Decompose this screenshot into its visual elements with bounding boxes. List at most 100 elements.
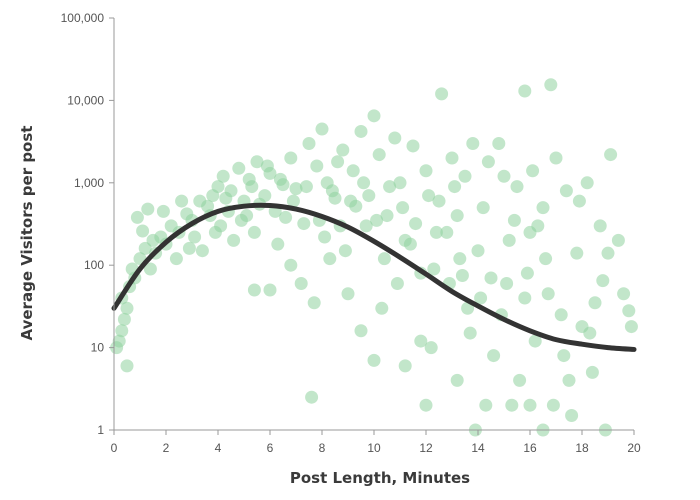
x-tick-label: 16 (523, 441, 537, 455)
x-tick-label: 2 (163, 441, 170, 455)
data-point (354, 124, 368, 138)
data-point (112, 334, 126, 348)
data-point (500, 276, 514, 290)
data-point (544, 78, 558, 92)
data-point (570, 246, 584, 260)
data-point (505, 398, 519, 412)
data-point (396, 201, 410, 215)
y-axis-title: Average Visitors per post (18, 126, 36, 341)
data-point (536, 201, 550, 215)
data-point (141, 202, 155, 216)
data-point (375, 301, 389, 315)
data-point (474, 291, 488, 305)
data-point (471, 244, 485, 258)
data-point (380, 209, 394, 223)
data-point (409, 217, 423, 231)
x-tick-label: 10 (367, 441, 381, 455)
data-point (130, 210, 144, 224)
data-point (299, 180, 313, 194)
data-point (247, 283, 261, 297)
trend-curve (111, 202, 637, 352)
data-point (403, 237, 417, 251)
data-point (182, 241, 196, 255)
data-point (331, 155, 345, 169)
data-point (458, 169, 472, 183)
data-point (383, 180, 397, 194)
data-point (323, 252, 337, 266)
data-point (476, 201, 490, 215)
data-point (310, 159, 324, 173)
data-point (325, 184, 339, 198)
data-point (531, 219, 545, 233)
x-tick-label: 20 (627, 441, 641, 455)
data-point (357, 176, 371, 190)
data-point (398, 359, 412, 373)
data-point (487, 349, 501, 363)
y-tick-label: 10,000 (67, 93, 104, 107)
data-point (219, 191, 233, 205)
data-point (466, 136, 480, 150)
y-tick-label: 1 (97, 423, 104, 437)
y-tick-label: 100 (84, 258, 104, 272)
data-point (419, 398, 433, 412)
data-point (289, 182, 303, 196)
y-tick-label: 100,000 (61, 11, 105, 25)
data-point (247, 225, 261, 239)
data-point (518, 291, 532, 305)
data-point (450, 373, 464, 387)
data-point (450, 209, 464, 223)
data-point (604, 148, 618, 162)
data-point (546, 398, 560, 412)
data-point (596, 274, 610, 288)
data-point (622, 304, 636, 318)
data-point (448, 180, 462, 194)
data-point (136, 224, 150, 238)
data-point (523, 398, 537, 412)
data-point (302, 136, 316, 150)
data-point (422, 189, 436, 203)
data-point (492, 136, 506, 150)
data-point (138, 241, 152, 255)
data-point (195, 244, 209, 258)
data-point (424, 341, 438, 355)
data-point (562, 373, 576, 387)
data-point (549, 151, 563, 165)
data-point (216, 169, 230, 183)
points-layer (110, 78, 638, 437)
data-point (572, 194, 586, 208)
data-point (250, 155, 264, 169)
data-point (284, 258, 298, 272)
data-point (260, 159, 274, 173)
data-point (455, 268, 469, 282)
data-point (211, 180, 225, 194)
trend-curve-layer (111, 202, 637, 352)
data-point (175, 194, 189, 208)
data-point (341, 287, 355, 301)
data-point (526, 164, 540, 178)
x-tick-label: 0 (111, 441, 118, 455)
data-point (234, 213, 248, 227)
y-tick-label: 10 (91, 341, 105, 355)
data-point (307, 296, 321, 310)
data-point (120, 301, 134, 315)
data-point (336, 143, 350, 157)
data-point (115, 324, 129, 338)
data-point (461, 301, 475, 315)
data-point (520, 266, 534, 280)
x-tick-label: 12 (419, 441, 433, 455)
data-point (367, 109, 381, 123)
data-point (362, 189, 376, 203)
data-point (593, 219, 607, 233)
data-point (367, 353, 381, 367)
data-point (429, 225, 443, 239)
data-point (484, 271, 498, 285)
data-point (432, 194, 446, 208)
data-point (354, 324, 368, 338)
data-point (188, 230, 202, 244)
data-point (507, 213, 521, 227)
data-point (554, 308, 568, 322)
data-point (557, 349, 571, 363)
data-point (286, 194, 300, 208)
data-point (502, 233, 516, 247)
